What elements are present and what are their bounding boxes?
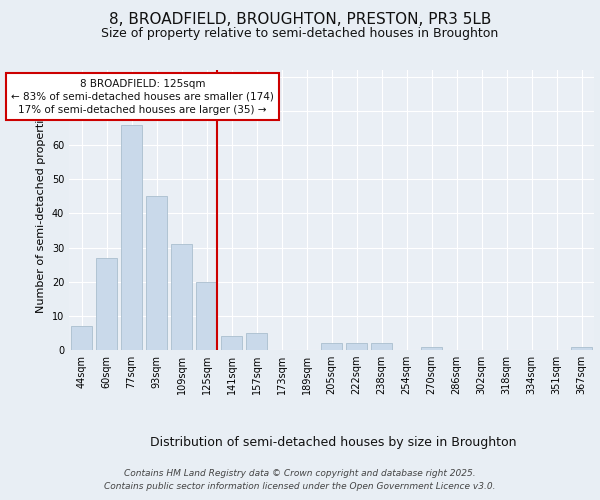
Bar (121, 124, 142, 350)
Text: Contains HM Land Registry data © Crown copyright and database right 2025.
Contai: Contains HM Land Registry data © Crown c… (104, 469, 496, 491)
Text: Size of property relative to semi-detached houses in Broughton: Size of property relative to semi-detach… (101, 28, 499, 40)
Text: Distribution of semi-detached houses by size in Broughton: Distribution of semi-detached houses by … (150, 436, 516, 449)
Text: 8, BROADFIELD, BROUGHTON, PRESTON, PR3 5LB: 8, BROADFIELD, BROUGHTON, PRESTON, PR3 5… (109, 12, 491, 28)
Bar (221, 336, 242, 350)
Bar (321, 343, 342, 350)
Bar (421, 346, 442, 350)
Bar (246, 333, 267, 350)
Text: 8 BROADFIELD: 125sqm
← 83% of semi-detached houses are smaller (174)
17% of semi: 8 BROADFIELD: 125sqm ← 83% of semi-detac… (11, 78, 274, 115)
Bar (171, 244, 192, 350)
Bar (146, 196, 167, 350)
Bar (196, 282, 217, 350)
Bar (96, 258, 117, 350)
Y-axis label: Number of semi-detached properties: Number of semi-detached properties (36, 107, 46, 313)
Bar (71, 326, 92, 350)
Bar (371, 343, 392, 350)
Bar (571, 346, 592, 350)
Bar (346, 343, 367, 350)
